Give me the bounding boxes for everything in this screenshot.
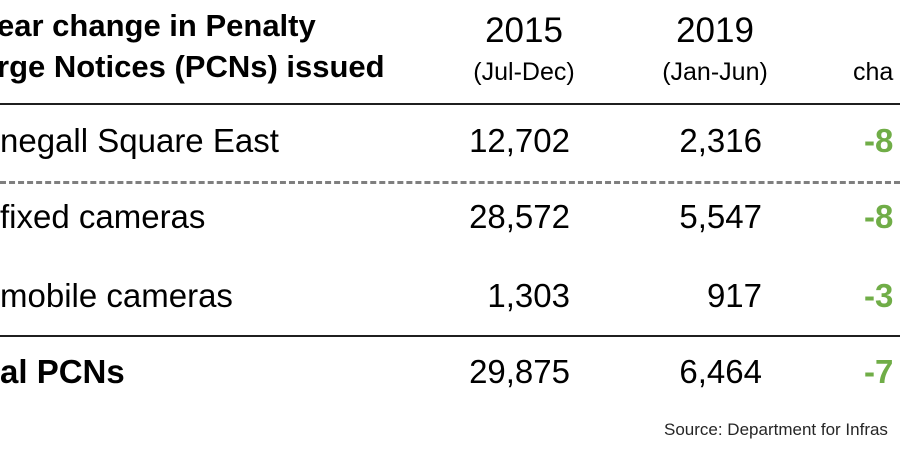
- column-header-2019-period: (Jan-Jun): [662, 58, 768, 86]
- column-header-2015-period: (Jul-Dec): [473, 58, 575, 86]
- table-title-line2: rge Notices (PCNs) issued: [0, 49, 385, 84]
- value-2019-row1: 2,316: [679, 122, 762, 159]
- value-2019-row2: 5,547: [679, 198, 762, 235]
- change-value-row2: -8: [864, 198, 894, 235]
- value-2015-total: 29,875: [469, 353, 570, 390]
- column-header-2019-year: 2019: [676, 11, 754, 50]
- table-title-line1: ear change in Penalty: [0, 8, 316, 43]
- change-value-total: -7: [864, 353, 894, 390]
- source-attribution: Source: Department for Infras: [664, 420, 888, 439]
- value-2015-row3: 1,303: [487, 277, 570, 314]
- total-divider-line: [0, 335, 900, 337]
- row-label-mobile-cameras: mobile cameras: [0, 277, 233, 314]
- dashed-divider-line: [0, 181, 900, 184]
- row-label-fixed-cameras: fixed cameras: [0, 198, 206, 235]
- column-header-change: cha: [853, 58, 894, 86]
- change-value-row1: -8: [864, 122, 894, 159]
- change-value-row3: -3: [864, 277, 894, 314]
- value-2019-row3: 917: [706, 277, 762, 314]
- header-divider-line: [0, 103, 900, 105]
- row-label-total-pcns: al PCNs: [0, 353, 125, 390]
- value-2015-row1: 12,702: [469, 122, 570, 159]
- row-label-donegall-square-east: negall Square East: [0, 122, 279, 159]
- value-2015-row2: 28,572: [469, 198, 570, 235]
- value-2019-total: 6,464: [679, 353, 762, 390]
- column-header-2015-year: 2015: [485, 11, 563, 50]
